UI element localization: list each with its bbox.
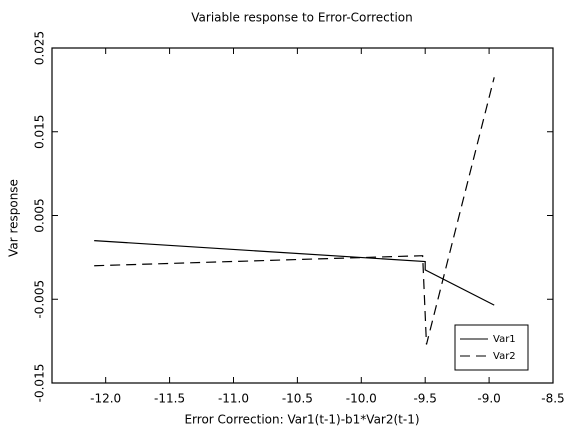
x-tick-label: -10.0	[346, 392, 377, 406]
chart-title: Variable response to Error-Correction	[191, 11, 412, 25]
x-tick-label: -9.0	[477, 392, 500, 406]
line-var1	[94, 240, 495, 306]
y-tick-label: 0.015	[33, 115, 47, 149]
line-var2	[94, 77, 495, 345]
x-tick-label: -10.5	[282, 392, 313, 406]
x-tick-label: -9.5	[413, 392, 436, 406]
x-tick-label: -8.5	[541, 392, 564, 406]
y-tick-label: -0.005	[33, 280, 47, 319]
y-axis-label: Var response	[7, 179, 21, 257]
y-tick-label: -0.015	[33, 364, 47, 403]
x-axis-label: Error Correction: Var1(t-1)-b1*Var2(t-1)	[184, 413, 419, 427]
legend-box	[454, 324, 529, 371]
x-tick-label: -12.0	[90, 392, 121, 406]
legend-label: Var2	[493, 351, 516, 362]
legend-label: Var1	[493, 334, 516, 345]
y-tick-label: 0.005	[33, 198, 47, 232]
x-tick-label: -11.0	[218, 392, 249, 406]
x-tick-label: -11.5	[154, 392, 185, 406]
y-tick-label: 0.025	[33, 31, 47, 65]
